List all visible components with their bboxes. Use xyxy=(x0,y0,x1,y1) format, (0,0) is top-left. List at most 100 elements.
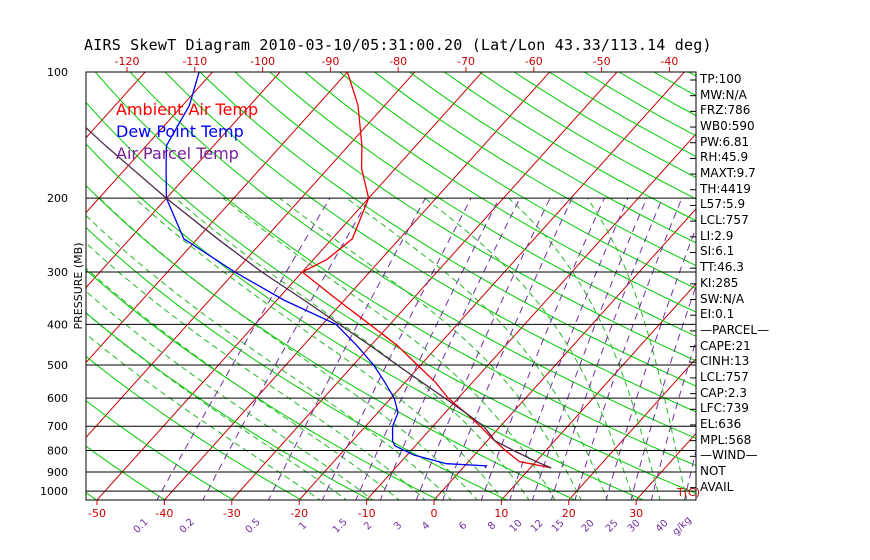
stability-parameter: RH:45.9 xyxy=(700,150,749,165)
moist-adiabat-line xyxy=(222,197,556,500)
stability-parameter: PW:6.81 xyxy=(700,134,750,149)
parcel-temp-line xyxy=(86,126,552,469)
stability-parameter: LCL:757 xyxy=(700,213,749,228)
bottom-temp-tick-label: 30 xyxy=(629,507,643,520)
mixing-ratio-line xyxy=(202,197,370,500)
dry-adiabat-line xyxy=(653,72,696,97)
mixing-ratio-line xyxy=(550,198,663,500)
dry-adiabat-line xyxy=(129,72,696,439)
pressure-tick-label: 100 xyxy=(47,66,68,79)
mixing-ratio-label: 6 xyxy=(457,520,469,532)
stability-parameter: SI:6.1 xyxy=(700,244,735,259)
bottom-temp-tick-label: 10 xyxy=(494,507,508,520)
stability-parameter: EL:636 xyxy=(700,416,742,431)
mixing-ratio-line xyxy=(630,284,696,500)
top-temp-tick-label: -80 xyxy=(389,55,407,68)
stability-parameter: MPL:568 xyxy=(700,432,752,447)
mixing-ratio-line xyxy=(415,197,551,500)
mixing-ratio-label: 3 xyxy=(392,520,404,532)
mixing-ratio-label: 12 xyxy=(529,518,546,535)
mixing-ratio-line xyxy=(531,198,648,500)
mixing-ratio-line xyxy=(355,197,500,500)
mixing-ratio-label: 2 xyxy=(362,520,374,532)
stability-parameter: L57:5.9 xyxy=(700,197,746,212)
moist-adiabat-line xyxy=(86,290,374,500)
isotherm-line xyxy=(86,72,281,289)
bottom-temp-tick-label: -10 xyxy=(358,507,376,520)
isotherm-line xyxy=(0,63,19,502)
dry-adiabat-line xyxy=(304,72,696,313)
stability-parameter: FRZ:786 xyxy=(700,103,751,118)
ambient-temp-line xyxy=(301,72,552,469)
mixing-ratio-line xyxy=(480,197,605,500)
mixing-ratio-line xyxy=(267,197,426,500)
mixing-ratio-line xyxy=(683,448,696,500)
stability-parameter: NOT xyxy=(700,464,726,478)
isotherm-line xyxy=(500,283,696,500)
legend-air-parcel-temp: Air Parcel Temp xyxy=(116,144,239,163)
moist-adiabat-line xyxy=(134,197,504,500)
mixing-ratio-label: 4 xyxy=(420,520,432,532)
mixing-ratio-label: 15 xyxy=(550,518,567,535)
pressure-tick-label: 400 xyxy=(47,318,68,331)
stability-parameter: —PARCEL— xyxy=(700,322,770,337)
mixing-ratio-label: 20 xyxy=(580,518,597,535)
moist-adiabat-line xyxy=(424,197,635,500)
stability-parameter: CAP:2.3 xyxy=(700,385,747,400)
mixing-ratio-line xyxy=(650,339,696,500)
y-axis-label: PRESSURE (MB) xyxy=(72,243,85,330)
isotherm-line xyxy=(86,72,416,439)
dry-adiabat-line xyxy=(269,72,696,337)
chart-title: AIRS SkewT Diagram 2010-03-10/05:31:00.2… xyxy=(84,36,712,54)
pressure-tick-label: 800 xyxy=(47,445,68,458)
legend-ambient-air-temp: Ambient Air Temp xyxy=(116,100,259,119)
x-axis-unit-label: T(C) xyxy=(676,486,700,499)
isotherm-line xyxy=(86,72,349,364)
isotherm-line xyxy=(365,133,696,500)
mixing-ratio-label: 30 xyxy=(626,518,643,535)
pressure-tick-label: 300 xyxy=(47,266,68,279)
top-temp-tick-label: -110 xyxy=(182,55,207,68)
bottom-temp-tick-label: 0 xyxy=(431,507,438,520)
mixing-ratio-label: 0.2 xyxy=(178,517,197,536)
pressure-tick-label: 1000 xyxy=(40,485,68,498)
stability-parameter: TH:4419 xyxy=(700,181,751,196)
isotherm-line xyxy=(298,72,686,500)
stability-parameter: LI:2.9 xyxy=(700,228,734,243)
mixing-ratio-line xyxy=(509,198,629,500)
isotherm-line xyxy=(86,72,146,139)
top-temp-tick-label: -100 xyxy=(250,55,275,68)
stability-parameter: MW:N/A xyxy=(700,87,747,102)
pressure-tick-label: 500 xyxy=(47,359,68,372)
dry-adiabat-line xyxy=(234,72,696,362)
mixing-ratio-line xyxy=(156,197,331,500)
moist-adiabat-line xyxy=(279,197,582,500)
mixing-ratio-label: 25 xyxy=(604,518,621,535)
isotherm-line xyxy=(433,208,696,500)
mixing-ratio-label: 1 xyxy=(297,520,309,532)
isotherm-line xyxy=(568,357,696,500)
stability-parameter: MAXT:9.7 xyxy=(700,166,756,181)
bottom-temp-tick-label: -30 xyxy=(223,507,241,520)
isotherm-line xyxy=(96,72,483,500)
stability-parameter: WB0:590 xyxy=(700,119,755,134)
pressure-tick-label: 700 xyxy=(47,420,68,433)
mixing-ratio-line xyxy=(574,198,683,500)
pressure-tick-label: 600 xyxy=(47,392,68,405)
isotherm-line xyxy=(163,72,551,500)
dry-adiabat-line xyxy=(0,72,31,502)
mixing-ratio-label: 40 xyxy=(654,518,671,535)
dry-adiabat-line xyxy=(374,72,696,267)
bottom-temp-tick-label: 20 xyxy=(562,507,576,520)
top-temp-tick-label: -60 xyxy=(525,55,543,68)
stability-parameter: CAPE:21 xyxy=(700,338,751,353)
moist-adiabat-line xyxy=(508,197,661,500)
mixing-ratio-label: 0.5 xyxy=(244,517,263,536)
stability-parameter: LCL:757 xyxy=(700,369,749,384)
dry-adiabat-line xyxy=(339,72,696,290)
stability-parameter: SW:N/A xyxy=(700,291,745,306)
mixing-ratio-line xyxy=(605,226,696,500)
pressure-tick-label: 900 xyxy=(47,466,68,479)
mixing-ratio-label: 8 xyxy=(486,520,498,532)
